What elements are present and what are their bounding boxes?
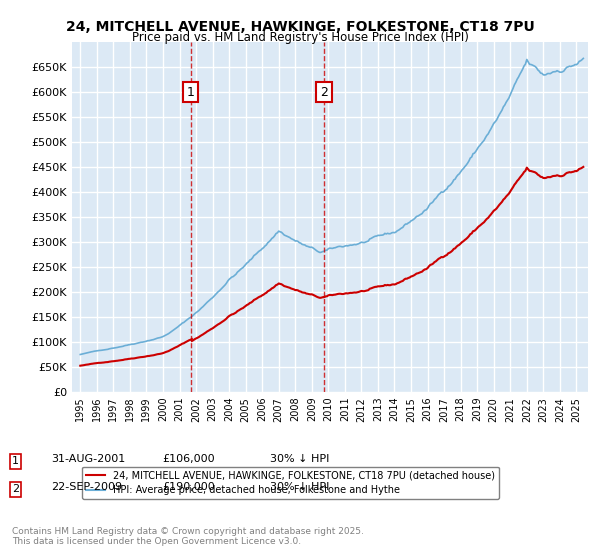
Text: 1: 1 <box>187 86 194 99</box>
Text: £190,000: £190,000 <box>162 482 215 492</box>
Text: 31-AUG-2001: 31-AUG-2001 <box>51 454 125 464</box>
Text: 30% ↓ HPI: 30% ↓ HPI <box>270 482 329 492</box>
Text: 24, MITCHELL AVENUE, HAWKINGE, FOLKESTONE, CT18 7PU: 24, MITCHELL AVENUE, HAWKINGE, FOLKESTON… <box>65 20 535 34</box>
Text: 2: 2 <box>12 484 19 494</box>
Text: 2: 2 <box>320 86 328 99</box>
Text: Contains HM Land Registry data © Crown copyright and database right 2025.
This d: Contains HM Land Registry data © Crown c… <box>12 526 364 546</box>
Legend: 24, MITCHELL AVENUE, HAWKINGE, FOLKESTONE, CT18 7PU (detached house), HPI: Avera: 24, MITCHELL AVENUE, HAWKINGE, FOLKESTON… <box>82 466 499 499</box>
Text: 1: 1 <box>12 456 19 466</box>
Text: £106,000: £106,000 <box>162 454 215 464</box>
Text: Price paid vs. HM Land Registry's House Price Index (HPI): Price paid vs. HM Land Registry's House … <box>131 31 469 44</box>
Text: 22-SEP-2009: 22-SEP-2009 <box>51 482 122 492</box>
Text: 30% ↓ HPI: 30% ↓ HPI <box>270 454 329 464</box>
